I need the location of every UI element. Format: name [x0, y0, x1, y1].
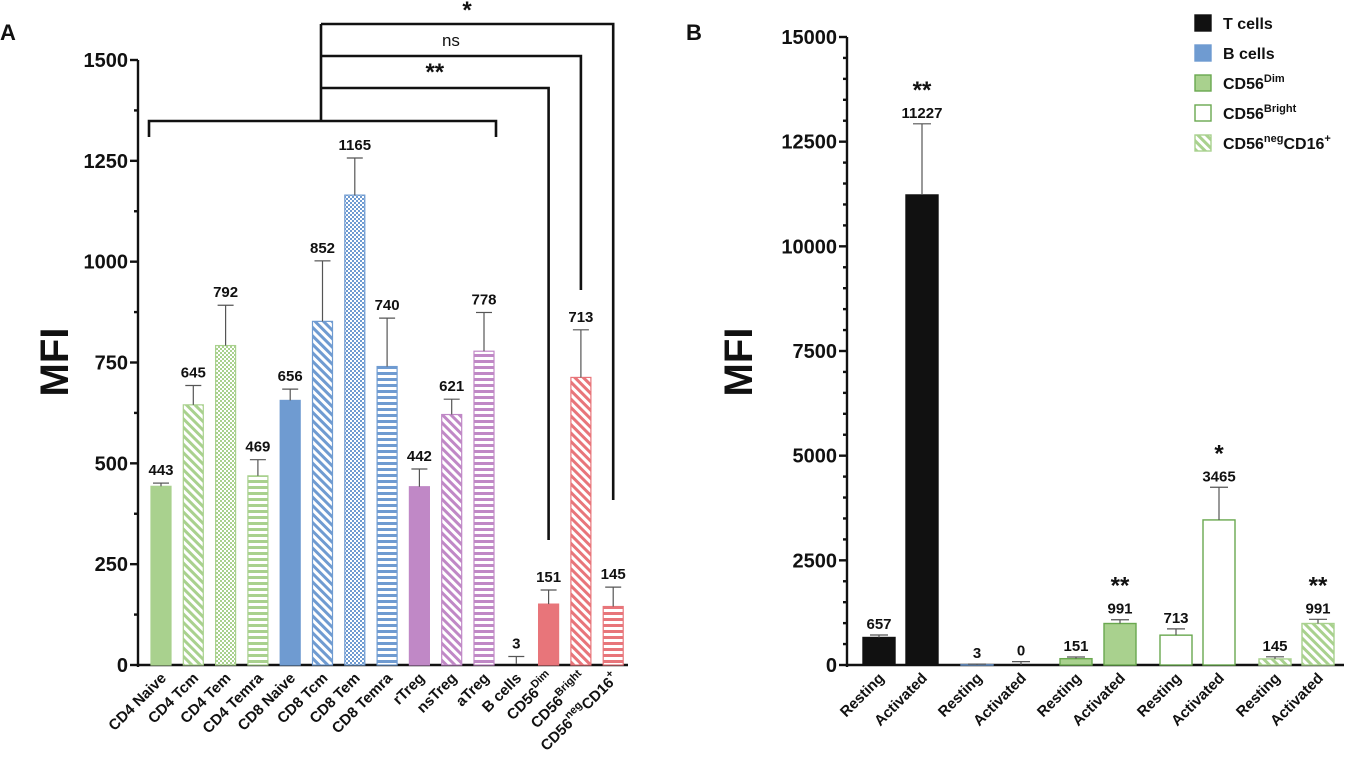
- panel-b-ytick-label: 5000: [793, 446, 838, 468]
- value-label-cd8-temra: 740: [375, 297, 400, 314]
- panel-b-letter: B: [686, 20, 702, 45]
- star-label-t-cells-activated: **: [913, 77, 932, 104]
- value-label-cd8-tem: 1165: [339, 137, 372, 154]
- star-label-cd56negcd16-activated: **: [1309, 572, 1328, 599]
- value-label-b-cells: 3: [512, 636, 520, 653]
- panel-a-ytick-label: 1500: [84, 50, 129, 72]
- panel-b-y-axis-label: MFI: [717, 328, 761, 397]
- value-label-t-cells-activated: 11227: [902, 105, 943, 122]
- value-label-cd8-tcm: 852: [310, 240, 335, 257]
- value-label-cd56dim-activated: 991: [1107, 601, 1132, 618]
- bar-cd56bright: [570, 376, 592, 666]
- value-label-cd56bright: 713: [568, 309, 593, 326]
- value-label-t-cells-resting: 657: [866, 616, 891, 633]
- sig-label-cd56negcd16: *: [462, 0, 472, 24]
- bar-cd4-temra: [247, 475, 269, 666]
- panel-b-legend: T cells B cells CD56Dim CD56Bright CD56negCD…: [1194, 14, 1331, 153]
- panel-a-significance: ** ns*: [147, 0, 615, 540]
- value-label-atreg: 778: [471, 291, 496, 308]
- panel-a-ytick-label: 1000: [84, 252, 129, 274]
- value-label-cd56negcd16-activated: 991: [1305, 600, 1330, 617]
- panel-b-ytick-label: 12500: [781, 132, 837, 154]
- panel-a-y-axis-label: MFI: [33, 328, 77, 397]
- legend-t-cells-swatch: [1194, 14, 1212, 32]
- bar-cd8-naive: [279, 399, 301, 666]
- bar-cd56bright-resting: [1159, 634, 1193, 666]
- bar-t-cells-activated: [905, 194, 939, 666]
- bar-rtreg: [408, 486, 430, 666]
- panel-b-ytick-label: 7500: [793, 341, 838, 363]
- value-label-b-cells-resting: 3: [973, 645, 981, 662]
- panel-a-ytick-label: 0: [117, 655, 128, 677]
- bar-cd56dim: [537, 603, 560, 666]
- value-label-cd4-tem: 792: [213, 284, 238, 301]
- bar-nstreg: [441, 413, 463, 666]
- panel-b-axes: 0 2500 5000 7500 10000 12500 15000: [781, 27, 1344, 677]
- panel-b-ytick-label: 15000: [781, 27, 837, 49]
- panel-a-ytick-label: 750: [95, 353, 128, 375]
- legend-cd56bright-label: CD56Bright: [1223, 103, 1297, 123]
- value-label-cd56negcd16-resting: 145: [1262, 638, 1287, 655]
- panel-a-ytick-label: 1250: [84, 151, 129, 173]
- legend-t-cells-label: T cells: [1223, 16, 1273, 33]
- legend-cd56dim-label: CD56Dim: [1223, 73, 1285, 93]
- value-label-b-cells-activated: 0: [1017, 643, 1025, 660]
- legend-cd56dim-swatch: [1194, 74, 1212, 92]
- value-label-cd56dim: 151: [536, 569, 561, 586]
- bar-cd8-tcm: [311, 320, 334, 666]
- legend-b-cells-swatch: [1194, 44, 1212, 62]
- value-label-rtreg: 442: [407, 448, 432, 465]
- legend-cd56negcd16-label: CD56negCD16+: [1223, 133, 1331, 153]
- star-label-cd56bright-activated: *: [1214, 440, 1224, 467]
- value-label-cd4-tcm: 645: [181, 364, 206, 381]
- panel-a-letter: A: [0, 20, 16, 45]
- value-label-cd4-naive: 443: [148, 462, 173, 479]
- panel-b-ytick-label: 10000: [781, 236, 837, 258]
- value-label-cd4-temra: 469: [245, 439, 270, 456]
- legend-cd56negcd16-swatch: [1194, 134, 1212, 152]
- panel-b-bars: 657Resting11227**Activated3Resting0Activ…: [837, 77, 1335, 730]
- bar-cd4-naive: [150, 485, 172, 666]
- sig-bracket-cd56negcd16: [321, 22, 615, 500]
- value-label-cd56bright-activated: 3465: [1202, 468, 1235, 485]
- star-label-cd56dim-activated: **: [1111, 573, 1130, 600]
- bar-cd56negcd16-activated: [1301, 622, 1335, 666]
- group-bracket: [147, 119, 498, 137]
- value-label-cd56negcd16: 145: [601, 566, 626, 583]
- bar-cd56negcd16-resting: [1258, 658, 1292, 666]
- value-label-cd8-naive: 656: [278, 368, 303, 385]
- sig-bracket-cd56dim: [321, 86, 550, 540]
- bar-cd8-temra: [376, 365, 398, 666]
- value-label-cd56bright-resting: 713: [1163, 610, 1188, 627]
- legend-cd56bright-swatch: [1194, 104, 1212, 122]
- sig-label-cd56dim: **: [425, 59, 444, 86]
- bar-cd4-tem: [215, 344, 237, 666]
- bar-cd56negcd16: [602, 605, 624, 666]
- value-label-cd56dim-resting: 151: [1063, 638, 1088, 655]
- panel-a-ytick-label: 250: [95, 554, 128, 576]
- value-label-nstreg: 621: [439, 378, 464, 395]
- bar-cd56dim-resting: [1059, 657, 1093, 666]
- bar-t-cells-resting: [862, 636, 896, 666]
- bar-cd56bright-activated: [1202, 519, 1236, 666]
- bar-cd56dim-activated: [1103, 622, 1137, 666]
- bar-cd4-tcm: [182, 404, 204, 666]
- panel-a-ytick-label: 500: [95, 453, 128, 475]
- panel-b-ytick-label: 2500: [793, 550, 838, 572]
- bar-cd8-tem: [344, 194, 366, 666]
- sig-label-cd56bright: ns: [442, 31, 460, 50]
- legend-b-cells-label: B cells: [1223, 46, 1275, 63]
- sig-bracket-cd56bright: [321, 54, 583, 290]
- bar-atreg: [473, 350, 495, 666]
- panel-b-ytick-label: 0: [826, 655, 837, 677]
